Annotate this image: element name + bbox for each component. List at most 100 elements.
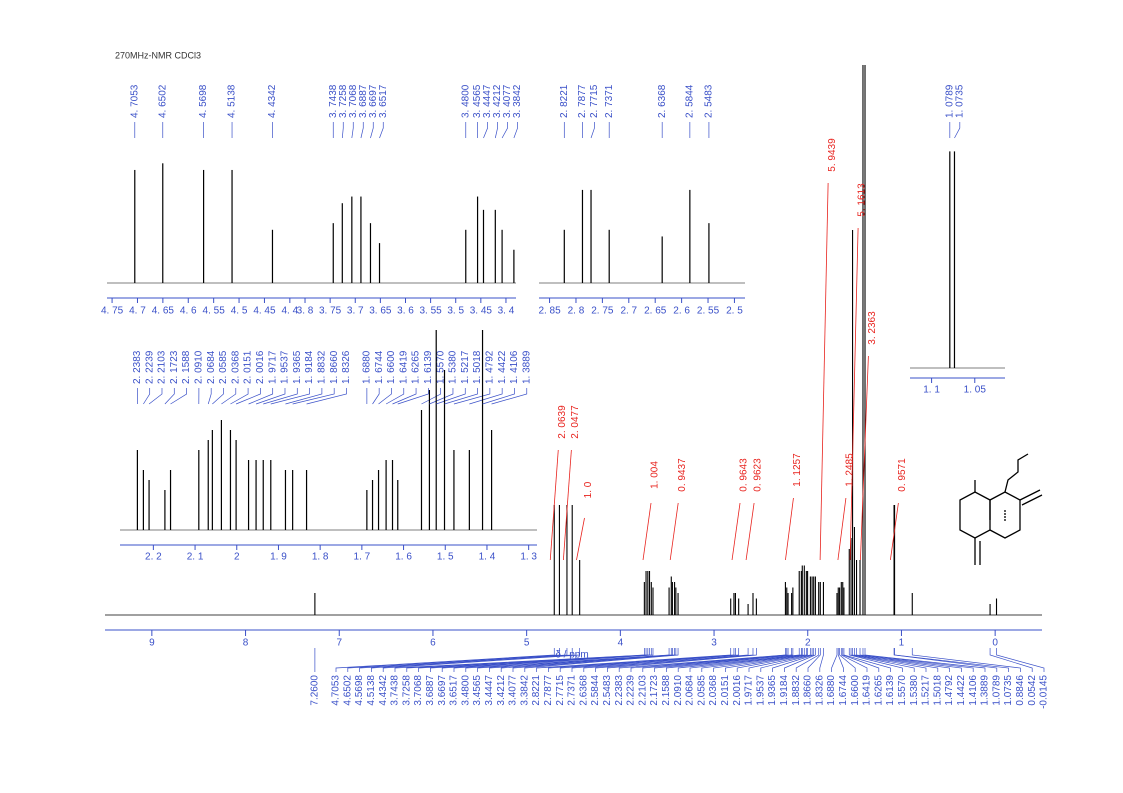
inset-peak-label: 4. 4342 xyxy=(267,84,278,118)
peak-leader xyxy=(843,648,891,672)
inset-tick-label: 1. 6 xyxy=(395,552,412,563)
peak-leader xyxy=(571,648,740,672)
peak-leader xyxy=(654,648,792,672)
inset-peak-leader xyxy=(491,388,528,405)
peak-leader xyxy=(819,648,824,672)
peak-leader xyxy=(784,648,816,672)
peak-label: 2.2103 xyxy=(637,675,648,706)
inset-peak-leader xyxy=(385,388,405,405)
x-tick-label: 2 xyxy=(805,638,811,649)
chart-title: 270MHz-NMR CDCl3 xyxy=(115,50,201,60)
peak-label: 4.4342 xyxy=(378,675,389,706)
inset-peak-label: 1. 6600 xyxy=(386,350,397,384)
peak-leader xyxy=(760,648,813,672)
integral-label: 0. 9437 xyxy=(677,458,688,492)
inset-tick-label: 3. 7 xyxy=(347,306,364,317)
inset-peak-leader xyxy=(378,388,392,405)
peak-label: 2.7877 xyxy=(543,675,554,706)
peak-leader xyxy=(382,648,581,672)
integral-label: 1. 004 xyxy=(650,461,661,489)
inset-peak-leader xyxy=(421,388,442,405)
peak-label: 1.6600 xyxy=(850,675,861,706)
peak-label: 2.5483 xyxy=(602,675,613,706)
peak-label: 1.0789 xyxy=(991,675,1002,706)
peak-label: 4.5138 xyxy=(366,675,377,706)
inset-peak-label: 2. 1588 xyxy=(181,350,192,384)
peak-leader xyxy=(854,648,939,672)
peak-label: 3.4800 xyxy=(460,675,471,706)
inset-peak-label: 2. 2383 xyxy=(132,350,143,384)
inset-tick-label: 3. 75 xyxy=(319,306,342,317)
inset-peak-leader xyxy=(954,122,961,139)
inset-tick-label: 3. 55 xyxy=(419,306,442,317)
inset-peak-label: 4. 5698 xyxy=(198,84,209,118)
inset-tick-label: 2. 75 xyxy=(591,306,614,317)
peak-leader xyxy=(371,648,573,672)
inset-peak-leader xyxy=(207,388,212,405)
inset-tick-label: 3. 45 xyxy=(470,306,493,317)
inset-peak-leader xyxy=(397,388,429,405)
inset-peak-label: 3. 6697 xyxy=(368,84,379,118)
propyl xyxy=(1004,453,1029,493)
inset-peak-label: 2. 7371 xyxy=(604,84,615,118)
peak-leader xyxy=(839,648,856,672)
inset-tick-label: 2. 7 xyxy=(620,306,637,317)
inset-peak-label: 3. 7068 xyxy=(348,84,359,118)
inset-tick-label: 2 xyxy=(234,552,240,563)
peak-label: 2.0368 xyxy=(708,675,719,706)
inset-peak-leader xyxy=(372,388,380,405)
integral-leader xyxy=(889,502,899,561)
peak-leader xyxy=(864,648,986,672)
inset-peak-label: 3. 7438 xyxy=(328,84,339,118)
inset-tick-label: 3. 65 xyxy=(369,306,392,317)
inset-tick-label: 2. 5 xyxy=(726,306,743,317)
inset-peak-leader xyxy=(482,388,515,405)
peak-label: 1.9537 xyxy=(755,675,766,706)
peak-leader xyxy=(441,648,652,672)
peak-label: 2.7371 xyxy=(567,675,578,706)
peak-label: 4.7053 xyxy=(331,675,342,706)
peak-label: 0.0542 xyxy=(1027,675,1038,706)
inset-tick-label: 4. 6 xyxy=(180,306,197,317)
peak-label: 1.8832 xyxy=(791,675,802,706)
peak-leader xyxy=(430,648,650,672)
inset-peak-label: 3. 4447 xyxy=(482,84,493,118)
integral-leader xyxy=(745,502,755,561)
peak-leader xyxy=(689,648,802,672)
inset-tick-label: 3. 5 xyxy=(447,306,464,317)
inset-tick-label: 4. 4 xyxy=(281,306,298,317)
peak-leader xyxy=(666,648,794,672)
inset-peak-label: 1. 5570 xyxy=(435,350,446,384)
peak-label: 1.8326 xyxy=(814,675,825,706)
integral-label: 0. 9643 xyxy=(739,458,750,492)
inset-tick-label: 1. 1 xyxy=(923,385,940,396)
peak-leader xyxy=(489,648,673,672)
integral-leader xyxy=(837,497,847,561)
inset-peak-label: 1. 9365 xyxy=(292,350,303,384)
inset-peak-label: 1. 9184 xyxy=(304,350,315,384)
peak-label: 2.1588 xyxy=(661,675,672,706)
peak-leader xyxy=(842,648,880,672)
peak-leader xyxy=(725,648,807,672)
inset-peak-leader xyxy=(453,388,491,405)
integral-label: 0. 9571 xyxy=(897,458,908,492)
peak-leader xyxy=(911,648,1021,672)
inset-peak-label: 2. 0684 xyxy=(206,350,217,384)
integral-leader xyxy=(785,497,794,561)
inset-peak-leader xyxy=(494,122,498,139)
inset-tick-label: 4. 75 xyxy=(101,306,124,317)
peak-leader xyxy=(748,648,811,672)
inset-peak-label: 1. 3889 xyxy=(521,350,532,384)
peak-label: 2.0016 xyxy=(732,675,743,706)
peak-leader xyxy=(772,648,815,672)
peak-leader xyxy=(807,648,821,672)
inset-tick-label: 1. 9 xyxy=(270,552,287,563)
inset-peak-label: 1. 6265 xyxy=(411,350,422,384)
peak-leader xyxy=(465,648,670,672)
peak-leader xyxy=(736,648,808,672)
peak-label: 3.4077 xyxy=(508,675,519,706)
peak-leader xyxy=(701,648,803,672)
peak-leader xyxy=(642,648,789,672)
peak-leader xyxy=(418,648,649,672)
inset-peak-label: 1. 8832 xyxy=(317,350,328,384)
